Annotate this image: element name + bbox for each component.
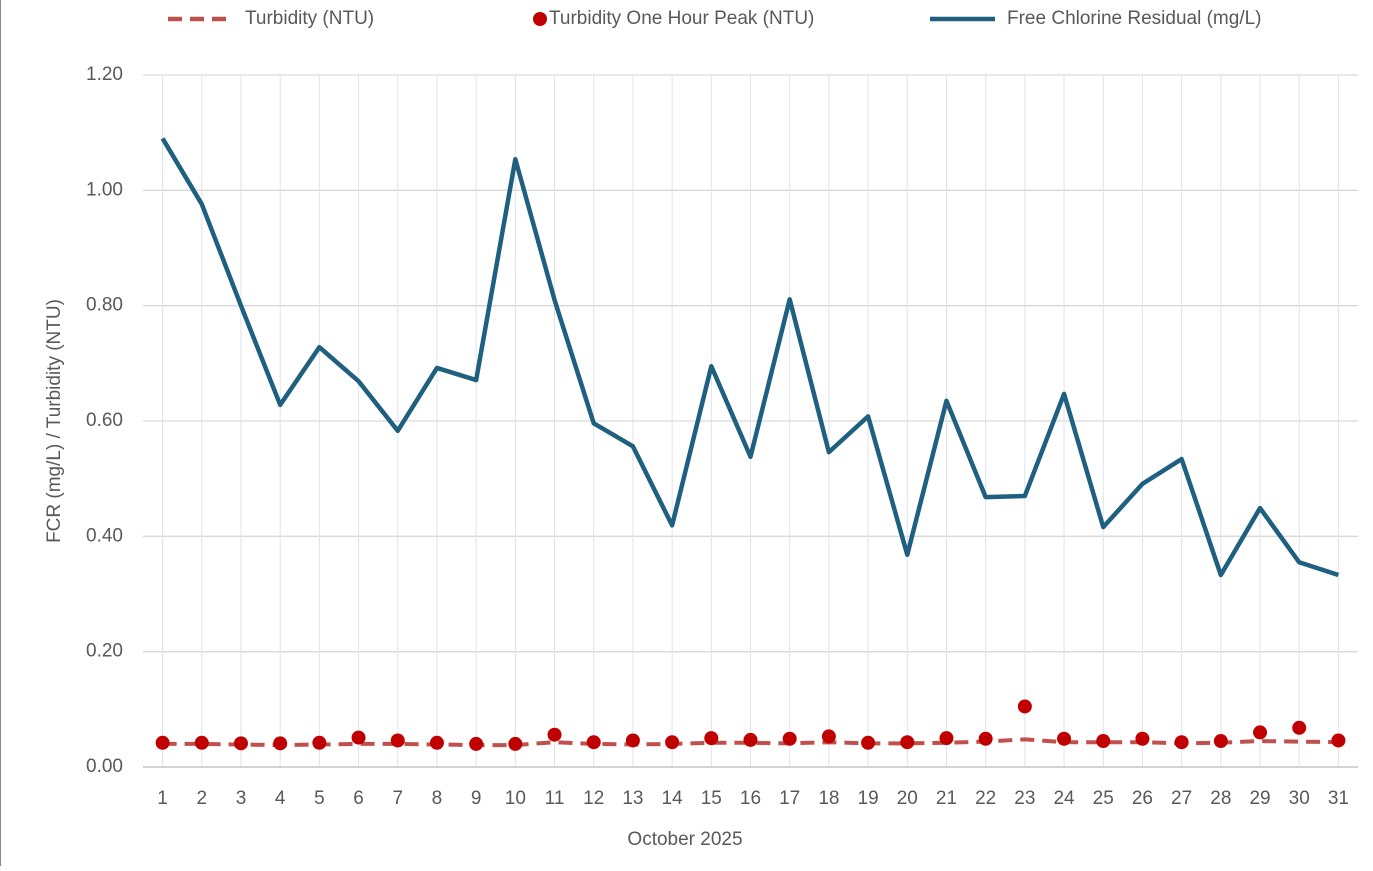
y-tick-label: 0.60 (86, 410, 123, 431)
point (587, 735, 601, 749)
point (312, 736, 326, 750)
y-tick-label: 1.20 (86, 64, 123, 85)
x-tick-label: 15 (701, 788, 722, 809)
x-tick-label: 11 (545, 788, 565, 809)
point (979, 732, 993, 746)
x-tick-label: 13 (622, 788, 643, 809)
point (1135, 732, 1149, 746)
x-tick-label: 16 (740, 788, 761, 809)
x-tick-label: 8 (432, 788, 443, 809)
legend-label: Turbidity (NTU) (245, 8, 374, 29)
x-tick-label: 2 (197, 788, 208, 809)
y-tick-label: 1.00 (86, 179, 123, 200)
x-tick-label: 26 (1132, 788, 1153, 809)
x-tick-label: 9 (471, 788, 482, 809)
y-tick-label: 0.00 (86, 756, 123, 777)
point (665, 735, 679, 749)
x-axis-label: October 2025 (627, 829, 742, 850)
point (626, 733, 640, 747)
x-tick-label: 28 (1210, 788, 1231, 809)
point (1175, 735, 1189, 749)
legend-marker (533, 12, 547, 26)
point (1331, 733, 1345, 747)
point (1057, 732, 1071, 746)
x-tick-label: 21 (936, 788, 957, 809)
x-tick-label: 25 (1093, 788, 1114, 809)
x-tick-label: 17 (779, 788, 800, 809)
x-tick-label: 12 (583, 788, 604, 809)
x-tick-label: 22 (975, 788, 996, 809)
x-tick-label: 18 (818, 788, 839, 809)
x-tick-label: 14 (662, 788, 684, 809)
x-tick-label: 23 (1014, 788, 1035, 809)
x-tick-label: 30 (1289, 788, 1310, 809)
point (548, 728, 562, 742)
x-tick-label: 6 (353, 788, 364, 809)
point (783, 732, 797, 746)
y-axis-label: FCR (mg/L) / Turbidity (NTU) (44, 299, 65, 543)
point (1096, 734, 1110, 748)
point (352, 731, 366, 745)
point (273, 736, 287, 750)
point (1253, 725, 1267, 739)
point (391, 733, 405, 747)
legend-label: Free Chlorine Residual (mg/L) (1007, 8, 1262, 29)
x-tick-label: 4 (275, 788, 286, 809)
point (861, 736, 875, 750)
point (1018, 699, 1032, 713)
point (1292, 721, 1306, 735)
point (195, 736, 209, 750)
x-tick-label: 5 (314, 788, 325, 809)
point (744, 733, 758, 747)
x-tick-label: 19 (858, 788, 879, 809)
point (1214, 734, 1228, 748)
point (234, 736, 248, 750)
x-tick-label: 31 (1328, 788, 1349, 809)
x-tick-label: 29 (1249, 788, 1270, 809)
y-tick-label: 0.80 (86, 295, 123, 316)
legend-label: Turbidity One Hour Peak (NTU) (549, 8, 814, 29)
point (430, 736, 444, 750)
point (822, 729, 836, 743)
x-tick-label: 1 (157, 788, 168, 809)
point (469, 737, 483, 751)
point (704, 731, 718, 745)
x-tick-label: 7 (392, 788, 403, 809)
y-tick-label: 0.40 (86, 525, 123, 546)
point (900, 735, 914, 749)
x-tick-label: 3 (236, 788, 247, 809)
point (939, 731, 953, 745)
y-tick-label: 0.20 (86, 641, 123, 662)
x-tick-label: 20 (897, 788, 918, 809)
x-tick-label: 24 (1053, 788, 1075, 809)
point (508, 737, 522, 751)
x-tick-label: 10 (505, 788, 526, 809)
point (156, 736, 170, 750)
x-tick-label: 27 (1171, 788, 1192, 809)
